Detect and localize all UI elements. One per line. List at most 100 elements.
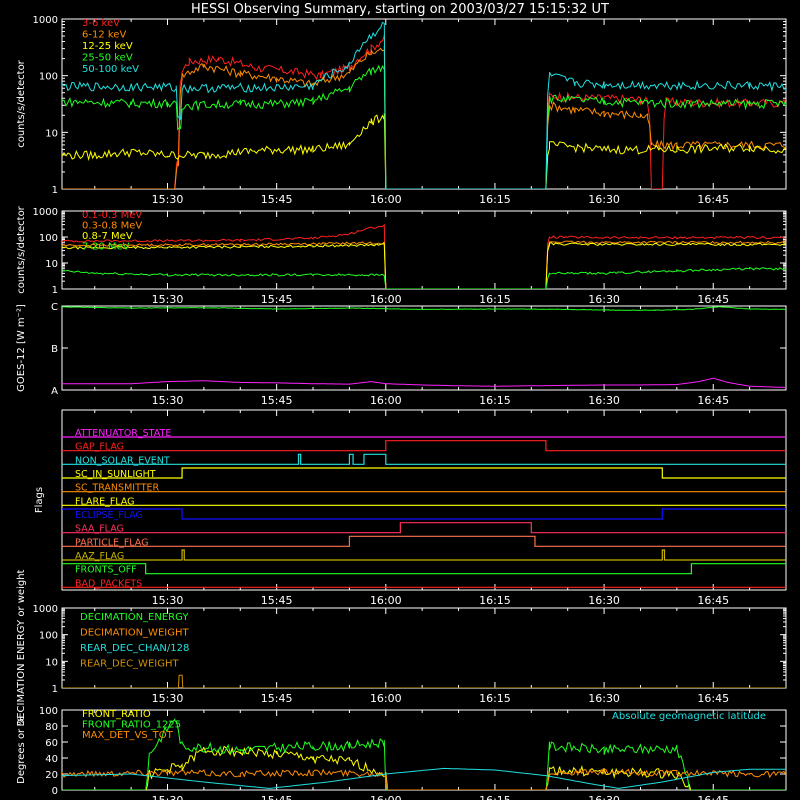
flag-line-fronts_off (62, 563, 786, 575)
lowE-ytick-label: 10 (45, 128, 58, 139)
legend-entry: 0.3-0.8 MeV (82, 221, 142, 232)
goes-time-label: 15:30 (152, 394, 184, 407)
series-line-lowE-2 (62, 113, 786, 189)
geomag-annotation: Absolute geomagnetic latitude (612, 711, 766, 722)
ratio-time-label: 16:30 (588, 794, 620, 800)
series-line-decim-3 (62, 674, 786, 688)
highE-panel: 15:30 15:45 16:00 16:15 16:30 16:45 1 10 100 1000… (16, 205, 787, 306)
series-line-highE-0 (62, 223, 786, 289)
legend-entry: 12-25 keV (82, 41, 133, 52)
flag-label: NON_SOLAR_EVENT (75, 455, 170, 466)
decim-time-label: 16:00 (370, 692, 402, 705)
flags-time-label: 16:45 (697, 594, 729, 607)
lowE-time-label: 16:30 (588, 193, 620, 206)
highE-ytick-label: 100 (39, 233, 58, 244)
flags-time-label: 16:00 (370, 594, 402, 607)
panels-group: 15:30 15:45 16:00 16:15 16:30 16:451101001000… (16, 15, 787, 800)
decim-time-label: 15:45 (261, 692, 293, 705)
flag-label: SC_TRANSMITTER (75, 483, 160, 494)
series-line-goes-0 (62, 306, 786, 312)
flags-panel: 15:30 15:45 16:00 16:15 16:30 16:45 Flags ATTEN… (34, 409, 787, 607)
legend-entry: 0.1-0.3 MeV (82, 210, 142, 221)
legend-entry: 7-20 MeV (82, 242, 130, 253)
legend-entry: 0.8-7 MeV (82, 231, 133, 242)
goes-ylabel: GOES-12 [W m⁻²] (16, 304, 27, 392)
lowE-time-label: 16:00 (370, 193, 402, 206)
flag-label: BAD_PACKETS (75, 578, 142, 589)
legend-entry: DECIMATION_WEIGHT (80, 628, 189, 639)
legend-entry: 6-12 keV (82, 30, 126, 41)
lowE-time-label: 16:15 (479, 193, 511, 206)
ratio-time-label: 15:30 (152, 794, 184, 800)
goes-time-label: 16:45 (697, 394, 729, 407)
flag-line-sc_in_sunlight (62, 467, 786, 479)
legend-entry: REAR_DEC_CHAN/128 (80, 643, 189, 654)
lowE-ytick-label: 1 (52, 185, 58, 196)
decim-time-label: 16:30 (588, 692, 620, 705)
flag-label: FRONTS_OFF (75, 565, 137, 576)
legend-entry: REAR_DEC_WEIGHT (80, 659, 179, 670)
ratio-ytick-label: 40 (45, 754, 58, 765)
highE-frame (61, 210, 787, 290)
decim-time-label: 16:15 (479, 692, 511, 705)
ratio-panel: 15:30 15:45 16:00 16:15 16:30 16:45 0 20 40 60 80 1… (16, 706, 787, 800)
goes-time-label: 16:30 (588, 394, 620, 407)
flags-ylabel: Flags (34, 487, 45, 513)
legend-entry: MAX_DET_VS_TOT (82, 730, 174, 741)
legend-entry: 25-50 keV (82, 53, 133, 64)
decim-time-label: 15:30 (152, 692, 184, 705)
series-line-highE-2 (62, 242, 786, 289)
lowE-ytick-label: 1000 (33, 15, 58, 26)
ratio-ytick-label: 80 (45, 722, 58, 733)
goes-ytick-label: B (51, 344, 58, 355)
series-line-lowE-4 (62, 21, 786, 189)
ratio-time-label: 16:15 (479, 794, 511, 800)
flags-time-label: 15:45 (261, 594, 293, 607)
decim-ytick-label: 1000 (33, 604, 58, 615)
lowE-ytick-label: 100 (39, 72, 58, 83)
highE-time-label: 16:15 (479, 293, 511, 306)
flag-label: ECLIPSE_FLAG (75, 510, 143, 521)
decim-ytick-label: 10 (45, 657, 58, 668)
flags-time-label: 16:30 (588, 594, 620, 607)
series-line-goes-1 (62, 377, 786, 388)
flags-time-label: 16:15 (479, 594, 511, 607)
series-line-highE-1 (62, 240, 786, 289)
ratio-ylabel: Degrees or % (16, 716, 27, 784)
flag-label: FLARE_FLAG (75, 496, 135, 507)
series-line-ratio-0 (62, 745, 786, 790)
decim-ylabel: DECIMATION ENERGY or weight (16, 569, 27, 726)
highE-time-label: 16:30 (588, 293, 620, 306)
legend-entry: DECIMATION_ENERGY (80, 612, 189, 623)
flag-label: AAZ_FLAG (75, 551, 124, 562)
flag-line-saa_flag (62, 522, 786, 534)
legend-entry: 3-6 keV (82, 18, 120, 29)
lowE-panel: 15:30 15:45 16:00 16:15 16:30 16:45 1 10 100 1000… (16, 15, 787, 206)
highE-time-label: 16:00 (370, 293, 402, 306)
flags-frame (61, 409, 787, 591)
lowE-time-label: 15:30 (152, 193, 184, 206)
figure-title: HESSI Observing Summary, starting on 200… (191, 2, 609, 17)
highE-ytick-label: 10 (45, 259, 58, 270)
goes-ytick-label: C (51, 302, 58, 313)
decim-ytick-label: 100 (39, 631, 58, 642)
ratio-ytick-label: 20 (45, 770, 58, 781)
goes-time-label: 16:15 (479, 394, 511, 407)
highE-time-label: 15:30 (152, 293, 184, 306)
goes-panel: 15:30 15:45 16:00 16:15 16:30 16:45 A B C GOES-12… (16, 302, 787, 407)
goes-time-label: 15:45 (261, 394, 293, 407)
highE-time-label: 15:45 (261, 293, 293, 306)
ratio-ytick-label: 0 (52, 786, 58, 797)
flag-label: SAA_FLAG (75, 524, 124, 535)
flag-label: PARTICLE_FLAG (75, 537, 148, 548)
highE-time-label: 16:45 (697, 293, 729, 306)
highE-ytick-label: 1 (52, 285, 58, 296)
flag-line-particle_flag (62, 535, 786, 547)
flag-line-eclipse_flag (62, 508, 786, 520)
highE-ytick-label: 1000 (33, 207, 58, 218)
series-line-lowE-0 (62, 34, 786, 189)
goes-ytick-label: A (51, 386, 58, 397)
lowE-ylabel: counts/s/detector (16, 59, 27, 147)
lowE-time-label: 15:45 (261, 193, 293, 206)
